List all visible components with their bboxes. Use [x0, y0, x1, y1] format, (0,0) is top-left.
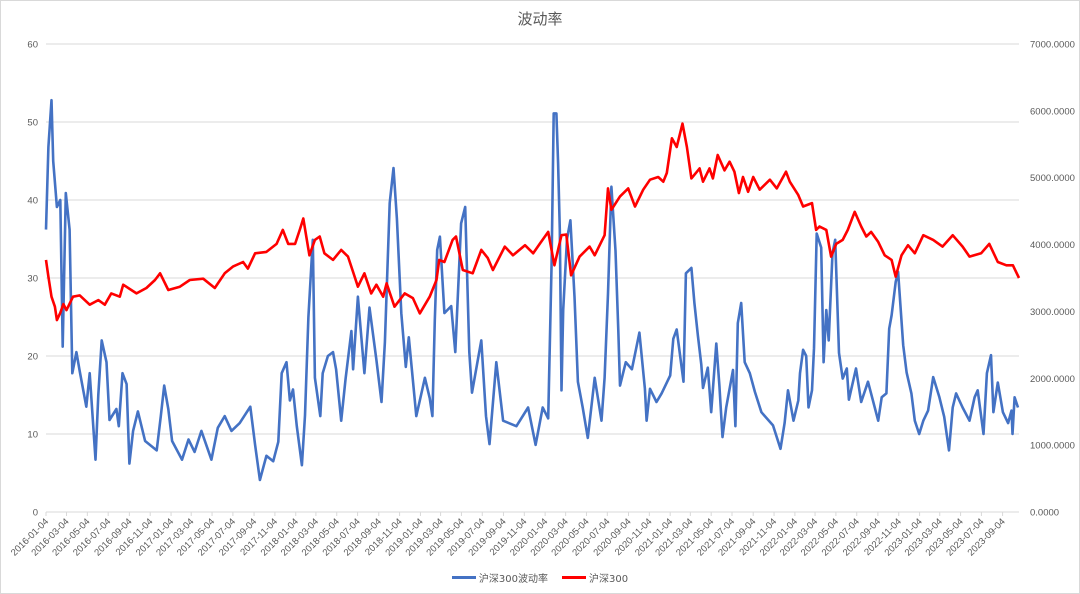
gridlines — [46, 43, 1019, 435]
x-axis: 2016-01-042016-03-042016-05-042016-07-04… — [9, 511, 1019, 558]
y-axis-left: 0 10 20 30 40 50 60 — [27, 40, 38, 519]
y-axis-right: 0.0000 1000.0000 2000.0000 3000.0000 4000.00… — [1030, 40, 1075, 519]
y-right-tick-label: 7000.0000 — [1030, 40, 1075, 51]
y-left-tick-label: 10 — [27, 430, 38, 441]
y-left-tick-label: 60 — [27, 40, 38, 51]
y-right-tick-label: 3000.0000 — [1030, 307, 1075, 318]
legend-label-volatility: 沪深300波动率 — [478, 574, 548, 585]
y-right-tick-label: 6000.0000 — [1030, 106, 1075, 117]
y-right-tick-label: 5000.0000 — [1030, 173, 1075, 184]
legend-label-hs300: 沪深300 — [589, 574, 629, 585]
y-right-tick-label: 1000.0000 — [1030, 441, 1075, 452]
y-left-tick-label: 40 — [27, 196, 38, 207]
legend-swatch-volatility — [451, 576, 476, 579]
y-right-tick-label: 2000.0000 — [1030, 374, 1075, 385]
y-right-tick-label: 0.0000 — [1030, 508, 1059, 519]
y-left-tick-label: 50 — [27, 118, 38, 129]
legend: 沪深300波动率 沪深300 — [0, 570, 1080, 585]
chart-title: 波动率 — [517, 10, 563, 28]
y-left-tick-label: 30 — [27, 274, 38, 285]
y-left-tick-label: 0 — [33, 508, 38, 519]
series-line-volatility — [44, 98, 1020, 482]
y-left-tick-label: 20 — [27, 352, 38, 363]
series-lines — [44, 98, 1021, 482]
legend-item-hs300[interactable]: 沪深300 — [562, 570, 628, 585]
series-line-hs300 — [44, 122, 1021, 322]
y-right-tick-label: 4000.0000 — [1030, 240, 1075, 251]
legend-item-volatility[interactable]: 沪深300波动率 — [451, 570, 548, 585]
legend-swatch-hs300 — [562, 576, 586, 579]
